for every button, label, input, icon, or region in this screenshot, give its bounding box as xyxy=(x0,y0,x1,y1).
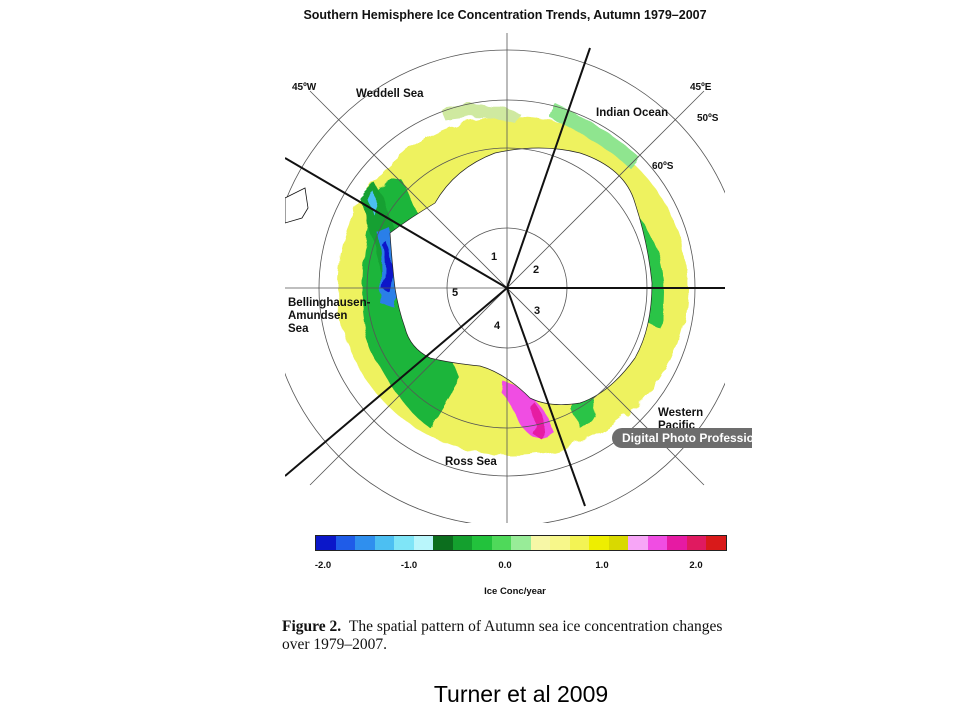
lon-label-45e: 45ºE xyxy=(690,82,712,93)
south-america-tip xyxy=(285,187,309,224)
colorbar-swatch xyxy=(491,536,511,550)
sector-boundaries xyxy=(285,47,725,507)
sea-label-indian: Indian Ocean xyxy=(596,107,668,119)
sector-label-2: 2 xyxy=(533,264,539,276)
colorbar-swatch xyxy=(472,536,492,550)
colorbar-tick: 0.0 xyxy=(498,560,512,571)
colorbar-swatch xyxy=(433,536,453,550)
colorbar-swatch xyxy=(569,536,589,550)
lat-label-50s: 50ºS xyxy=(697,113,719,124)
figure-caption: Figure 2. The spatial pattern of Autumn … xyxy=(282,618,742,654)
colorbar-swatch xyxy=(355,536,375,550)
colorbar-tick: 2.0 xyxy=(689,560,703,571)
colorbar-swatch xyxy=(667,536,687,550)
colorbar-tick: 1.0 xyxy=(595,560,609,571)
colorbar-swatch xyxy=(628,536,648,550)
sea-label-bellingshausen: Bellinghausen- Amundsen Sea xyxy=(288,297,374,335)
sector-label-5: 5 xyxy=(452,287,458,299)
map-title: Southern Hemisphere Ice Concentration Tr… xyxy=(303,8,707,22)
colorbar-swatch xyxy=(511,536,531,550)
colorbar-swatch xyxy=(394,536,414,550)
colorbar-tick: -2.0 xyxy=(314,560,332,571)
citation-credit: Turner et al 2009 xyxy=(433,681,609,707)
photo-software-badge: Digital Photo Professional xyxy=(612,428,752,448)
colorbar-label: Ice Conc/year xyxy=(484,586,546,597)
antarctic-trend-map: 45ºW 45ºE 50ºS 60ºS Weddell Sea Indian O… xyxy=(285,33,725,523)
colorbar-swatch xyxy=(550,536,570,550)
colorbar-swatch xyxy=(413,536,433,550)
lat-label-60s: 60ºS xyxy=(652,161,674,172)
lon-label-45w: 45ºW xyxy=(292,82,317,93)
colorbar-swatch xyxy=(316,536,336,550)
sea-label-ross: Ross Sea xyxy=(445,456,497,468)
colorbar-swatch xyxy=(686,536,706,550)
colorbar xyxy=(315,535,727,551)
colorbar-swatch xyxy=(589,536,609,550)
colorbar-swatch xyxy=(608,536,628,550)
sector-label-4: 4 xyxy=(494,320,501,332)
caption-text: The spatial pattern of Autumn sea ice co… xyxy=(282,618,723,653)
colorbar-swatch xyxy=(647,536,667,550)
colorbar-tick: -1.0 xyxy=(400,560,418,571)
sea-label-weddell: Weddell Sea xyxy=(356,88,424,100)
colorbar-swatch xyxy=(530,536,550,550)
colorbar-swatch xyxy=(335,536,355,550)
colorbar-swatch xyxy=(706,536,726,550)
caption-figure-number: Figure 2. xyxy=(282,618,342,635)
colorbar-swatch xyxy=(374,536,394,550)
sector-label-3: 3 xyxy=(534,305,540,317)
sector-label-1: 1 xyxy=(491,251,497,263)
colorbar-swatch xyxy=(452,536,472,550)
antarctica-continent xyxy=(389,147,653,405)
